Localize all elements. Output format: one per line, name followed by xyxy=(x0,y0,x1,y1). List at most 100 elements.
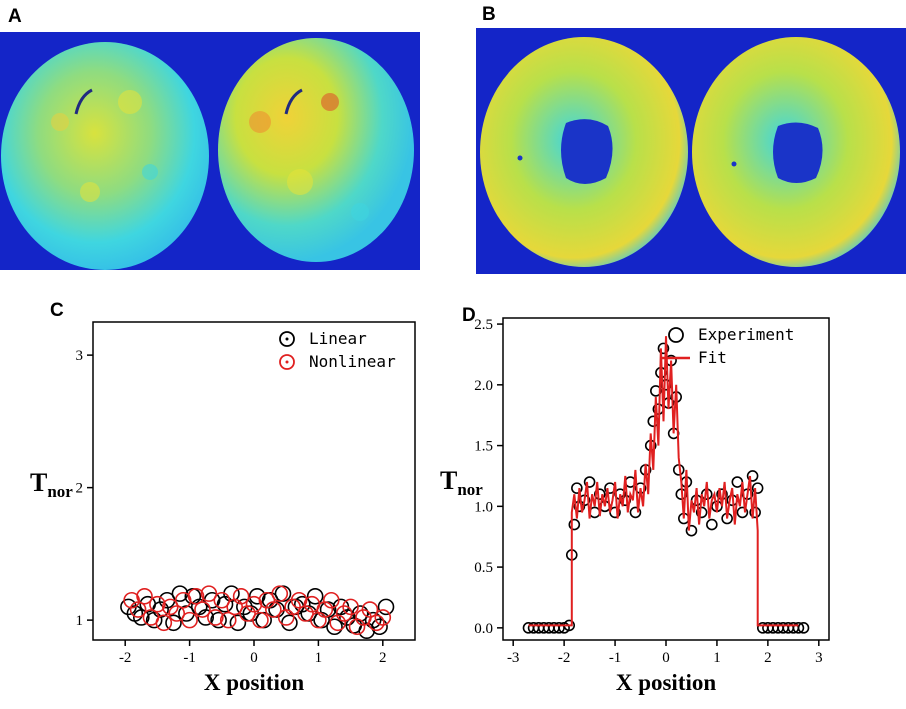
data-point xyxy=(313,611,330,629)
data-point xyxy=(721,512,733,525)
data-point xyxy=(287,598,305,616)
legend-swatch-dot xyxy=(285,360,289,364)
data-point xyxy=(553,622,565,634)
data-point xyxy=(161,598,179,616)
legend-entry: Fit xyxy=(698,348,727,367)
data-point xyxy=(660,379,672,391)
defect-hole-left xyxy=(561,119,613,184)
panel-a-maps xyxy=(1,38,414,270)
x-tick-label: 2 xyxy=(764,650,772,666)
data-point xyxy=(670,391,682,403)
data-point xyxy=(300,605,318,622)
data-point xyxy=(368,614,385,632)
y-tick-label: 0.5 xyxy=(474,560,493,576)
data-point xyxy=(213,591,231,609)
data-point xyxy=(706,518,718,531)
x-tick-label: 1 xyxy=(315,650,323,666)
x-tick-label: -2 xyxy=(119,650,132,666)
data-point xyxy=(348,618,366,636)
data-point xyxy=(563,619,576,632)
data-point xyxy=(583,476,596,488)
data-point xyxy=(268,601,285,618)
map-a-right xyxy=(218,38,414,262)
data-point xyxy=(792,622,805,634)
data-point xyxy=(741,488,754,500)
data-point xyxy=(565,549,578,561)
data-point xyxy=(787,622,800,634)
crack-mark-left xyxy=(74,88,93,115)
y-axis-label: Tnor xyxy=(440,466,483,499)
y-tick-label: 0.0 xyxy=(474,621,493,637)
data-point xyxy=(609,506,621,519)
data-point xyxy=(297,605,314,622)
data-point xyxy=(326,618,343,636)
data-point xyxy=(634,482,647,494)
data-point xyxy=(374,609,392,626)
data-point xyxy=(377,598,395,616)
data-point xyxy=(248,587,266,605)
panel-b-image xyxy=(476,28,906,274)
data-point xyxy=(711,500,723,513)
data-point xyxy=(573,500,586,513)
legend-swatch-circle xyxy=(279,354,295,370)
panel-label-b: B xyxy=(482,4,496,25)
x-tick-label: -1 xyxy=(183,650,196,666)
data-point xyxy=(168,605,186,622)
data-point xyxy=(522,622,535,634)
data-point xyxy=(255,611,272,629)
data-point xyxy=(174,591,192,609)
defect-hole-right xyxy=(773,122,823,183)
data-point xyxy=(364,611,382,629)
data-point xyxy=(695,506,708,519)
data-point xyxy=(537,622,550,634)
y-tick-label: 3 xyxy=(76,348,84,364)
data-point xyxy=(777,622,789,634)
legend: Experiment Fit xyxy=(662,325,794,367)
data-point xyxy=(229,614,247,632)
data-point xyxy=(678,512,690,525)
x-tick-label: 0 xyxy=(250,650,258,666)
data-point xyxy=(271,585,289,602)
data-point xyxy=(361,601,379,618)
data-point xyxy=(647,415,660,428)
panel-label-d: D xyxy=(462,305,476,326)
data-point xyxy=(265,601,282,618)
data-point xyxy=(667,427,680,440)
chart-c: -2 -1 0 1 2 1 2 3 X position Tnor Linear Nonlinear xyxy=(30,321,416,695)
data-point xyxy=(216,595,234,613)
series-nonlinear xyxy=(123,585,392,636)
data-point xyxy=(329,614,347,632)
data-point xyxy=(532,622,545,634)
data-point xyxy=(184,587,202,605)
x-tick-label: 2 xyxy=(379,650,387,666)
x-tick-label: 1 xyxy=(713,650,721,666)
data-point xyxy=(293,595,311,613)
data-point xyxy=(746,470,759,482)
data-point xyxy=(236,598,253,616)
data-point xyxy=(351,605,369,622)
data-point xyxy=(290,591,308,609)
data-point xyxy=(245,595,263,613)
panel-b-maps xyxy=(480,37,900,267)
data-point xyxy=(226,598,243,616)
data-point xyxy=(133,609,150,626)
data-point xyxy=(568,518,581,531)
data-point xyxy=(322,591,340,609)
x-axis-label: X position xyxy=(616,670,717,695)
y-tick-label: 2.0 xyxy=(474,378,493,394)
data-point xyxy=(181,611,198,629)
data-point xyxy=(187,587,205,605)
data-point xyxy=(219,611,237,629)
data-point xyxy=(371,618,388,636)
series-fit xyxy=(528,336,799,627)
data-point xyxy=(672,464,685,476)
y-tick-label: 1.0 xyxy=(474,499,493,515)
data-point xyxy=(726,494,739,507)
data-point xyxy=(716,488,728,500)
data-point xyxy=(223,585,240,602)
data-point xyxy=(319,601,337,618)
x-tick-label: -1 xyxy=(609,650,622,666)
data-point xyxy=(342,598,359,616)
data-point xyxy=(355,609,372,626)
data-point xyxy=(624,476,637,488)
